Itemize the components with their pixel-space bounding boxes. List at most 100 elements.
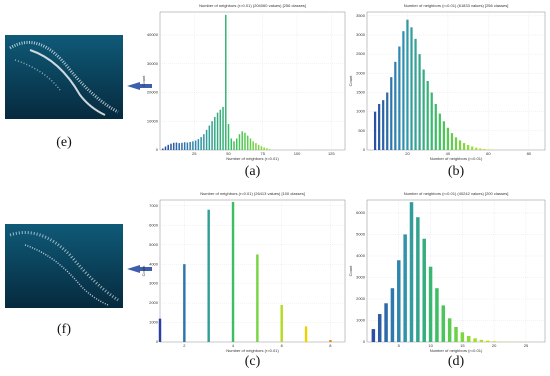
bar: [170, 143, 172, 150]
bar: [454, 137, 458, 150]
image-label: (e): [56, 135, 72, 150]
point-cloud-e: [5, 35, 123, 119]
bar: [422, 69, 425, 150]
y-tick-label: 1000: [356, 318, 366, 323]
y-tick-label: 0: [156, 339, 159, 344]
y-tick-label: 20000: [147, 90, 159, 95]
plot-area: [366, 11, 546, 151]
bar: [430, 92, 433, 150]
y-tick-label: 5000: [356, 231, 366, 236]
plot-area: [159, 11, 346, 151]
bar: [434, 104, 437, 150]
x-tick-label: 15: [460, 343, 465, 348]
bar: [458, 140, 462, 150]
x-tick-label: 25: [524, 343, 529, 348]
y-tick-label: 3000: [356, 32, 366, 37]
x-axis-label: Number of neighbors (r=0.01): [226, 156, 279, 161]
y-tick-label: 4000: [149, 261, 159, 266]
bar: [246, 135, 249, 150]
y-tick-label: 10000: [147, 118, 159, 123]
bar: [231, 201, 235, 342]
bar: [329, 340, 332, 342]
plot-area: [366, 199, 546, 343]
bar: [178, 143, 180, 150]
bar: [256, 254, 259, 342]
y-tick-label: 4000: [356, 253, 366, 258]
bar: [471, 146, 474, 150]
bar: [486, 340, 490, 342]
bar: [211, 121, 213, 150]
bar: [214, 116, 216, 150]
panel-label: (d): [448, 354, 465, 369]
x-axis-label: Number of neighbors (r=0.01): [430, 348, 483, 353]
bar: [200, 137, 202, 150]
bar: [426, 81, 429, 150]
y-tick-label: 2000: [149, 300, 159, 305]
bar: [304, 326, 308, 342]
bar: [205, 129, 208, 150]
bar: [435, 288, 439, 342]
y-tick-label: 1000: [356, 109, 366, 114]
panel-label: (a): [245, 164, 261, 179]
bar: [479, 339, 484, 342]
bar: [197, 139, 200, 150]
image-label: (f): [57, 322, 71, 337]
bar: [192, 141, 194, 150]
bar: [394, 61, 397, 151]
x-tick-label: 100: [294, 151, 301, 156]
bar: [158, 318, 162, 342]
bar: [233, 141, 235, 150]
bar: [252, 141, 254, 150]
bar: [483, 149, 486, 150]
x-tick-label: 6: [281, 343, 284, 348]
bar: [441, 305, 446, 342]
arrow: [127, 265, 152, 273]
panel-label: (b): [448, 164, 465, 179]
chart-title: Number of neighbors (r=0.01) (204060 val…: [199, 3, 306, 8]
chart-title: Number of neighbors (r=0.01) (40242 valu…: [404, 191, 509, 196]
bar: [390, 77, 393, 150]
bar: [227, 124, 230, 150]
bar: [418, 54, 421, 150]
bar: [382, 100, 385, 150]
chart-title: Number of neighbors (r=0.01) (61833 valu…: [404, 3, 509, 8]
y-tick-label: 3000: [356, 275, 366, 280]
x-tick-label: 125: [328, 151, 335, 156]
y-tick-label: 1000: [149, 320, 159, 325]
bar: [216, 112, 219, 150]
bar: [266, 148, 268, 150]
bar: [194, 140, 197, 150]
bar: [460, 332, 465, 342]
bar: [208, 125, 211, 150]
x-tick-label: 2: [183, 343, 186, 348]
bar: [189, 141, 191, 150]
bar: [244, 132, 246, 150]
x-tick-label: 20: [405, 151, 410, 156]
bar: [467, 145, 470, 150]
bar: [161, 148, 164, 150]
y-tick-label: 40000: [147, 32, 159, 37]
bar: [377, 314, 382, 342]
bar: [402, 31, 405, 151]
x-axis-label: Number of neighbors (r=0.01): [226, 348, 279, 353]
bar: [428, 266, 433, 342]
bar: [175, 142, 178, 150]
bar: [371, 329, 376, 342]
y-tick-label: 2000: [356, 296, 366, 301]
bar: [410, 27, 413, 150]
y-tick-label: 0: [363, 339, 366, 344]
bar: [280, 305, 283, 342]
y-tick-label: 6000: [356, 210, 366, 215]
bar: [186, 142, 189, 150]
bar: [164, 146, 167, 150]
bar: [397, 260, 401, 342]
bar: [422, 238, 426, 342]
x-tick-label: 10: [428, 343, 433, 348]
chart-title: Number of neighbors (r=0.01) (26413 valu…: [200, 191, 305, 196]
x-tick-label: 50: [226, 151, 231, 156]
bar: [386, 92, 389, 150]
bar: [172, 142, 175, 150]
bar: [222, 106, 224, 150]
y-tick-label: 1500: [356, 90, 366, 95]
